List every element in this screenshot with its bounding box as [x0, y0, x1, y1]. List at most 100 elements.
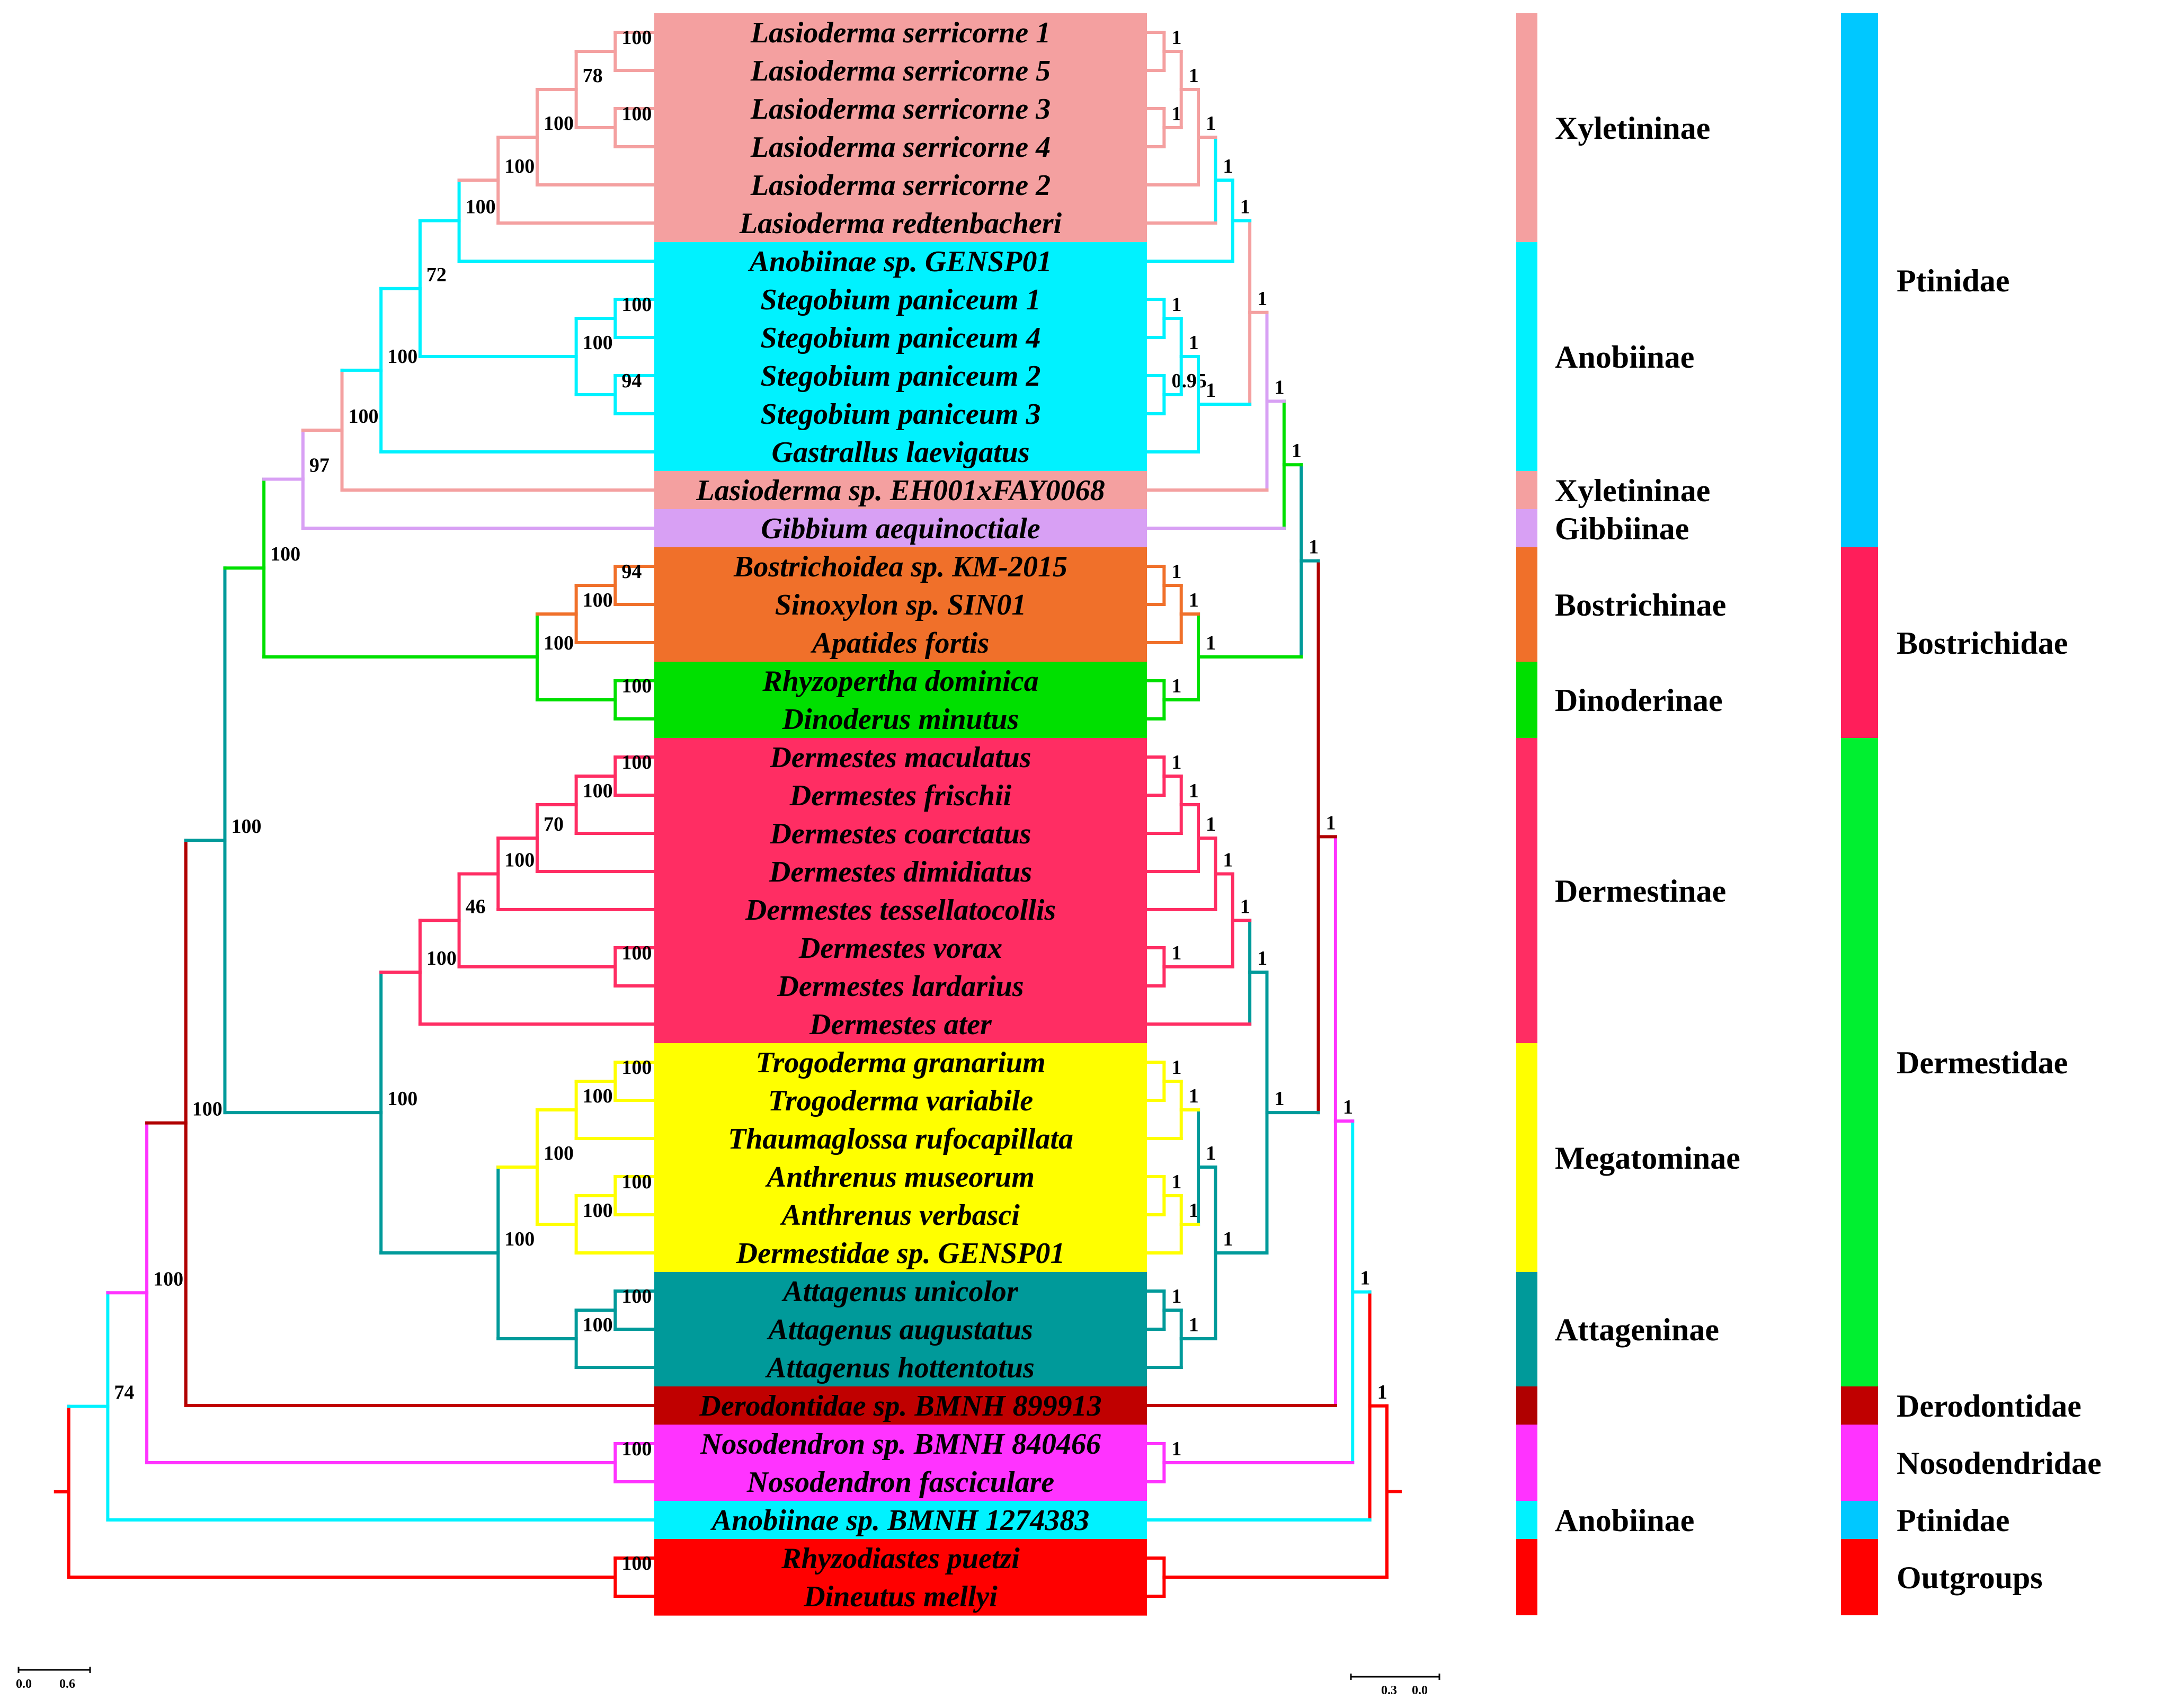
left-support-L14: 94	[621, 561, 642, 583]
sub-bar-segment-11	[1516, 1501, 1537, 1539]
taxon-box-t35	[654, 1310, 1147, 1349]
right-support-R20: 1	[1189, 780, 1199, 802]
taxon-box-t1	[654, 13, 1147, 52]
taxon-label-t36: Attagenus hottentotus	[765, 1351, 1035, 1384]
right-support-R18: 1	[1309, 536, 1319, 558]
taxon-box-t26	[654, 967, 1147, 1006]
left-node-L13: 97	[301, 428, 656, 530]
taxon-box-t9	[654, 318, 1147, 357]
left-node-L10: 72	[418, 219, 578, 358]
right-support-R32: 1	[1189, 1314, 1199, 1336]
taxon-box-t19	[654, 700, 1147, 739]
left-node-L21: 70	[535, 803, 656, 873]
taxon-label-t11: Stegobium paniceum 3	[761, 398, 1041, 431]
taxon-box-t21	[654, 776, 1147, 815]
taxon-label-t35: Attagenus augustatus	[767, 1313, 1033, 1346]
right-node-R13: 1	[1145, 399, 1302, 530]
left-support-L2: 100	[621, 103, 652, 125]
fam-bar-segment-1	[1841, 547, 1878, 738]
taxon-box-t31	[654, 1158, 1147, 1196]
right-node-R28: 1	[1145, 1171, 1181, 1216]
taxon-label-t1: Lasioderma serricorne 1	[750, 16, 1051, 49]
right-scale-label-start: 0.3	[1381, 1684, 1397, 1697]
left-node-L3: 78	[574, 50, 617, 129]
right-support-R37: 1	[1171, 1438, 1181, 1460]
left-support-L20: 100	[583, 780, 613, 802]
taxon-box-t18	[654, 662, 1147, 700]
taxon-label-t24: Dermestes tessellatocollis	[745, 894, 1056, 927]
sub-bar-segment-12	[1516, 1539, 1537, 1615]
sub-bar-segment-0	[1516, 13, 1537, 242]
right-support-R10: 1	[1240, 196, 1250, 218]
left-support-L38: 100	[153, 1268, 183, 1290]
right-support-R24: 1	[1240, 895, 1250, 918]
taxon-label-t40: Anobiinae sp. BMNH 1274383	[710, 1504, 1090, 1537]
right-support-R4: 1	[1206, 112, 1216, 135]
left-support-L39: 74	[114, 1382, 134, 1404]
left-node-L27: 100	[574, 1080, 656, 1140]
left-support-L19: 100	[621, 751, 652, 773]
right-support-R21: 1	[1206, 813, 1216, 835]
right-support-R15: 1	[1189, 589, 1199, 611]
right-node-R5: 1	[1145, 136, 1233, 225]
right-scale-bar: 0.3 0.0	[1350, 1674, 1440, 1697]
taxon-box-t13	[654, 471, 1147, 510]
sub-bar-segment-9	[1516, 1386, 1537, 1425]
fam-bar-segment-5	[1841, 1501, 1878, 1539]
left-support-L7: 100	[621, 293, 652, 316]
left-support-L10: 72	[426, 264, 447, 286]
left-node-L40: 100	[613, 1552, 656, 1598]
left-support-L18: 100	[270, 543, 300, 565]
left-scale-label-end: 0.6	[59, 1677, 75, 1691]
sub-bar-segment-10	[1516, 1425, 1537, 1501]
right-node-R37: 1	[1145, 1438, 1181, 1483]
taxon-box-t4	[654, 128, 1147, 166]
right-support-R6: 1	[1171, 293, 1181, 316]
taxon-label-t28: Trogoderma granarium	[755, 1046, 1045, 1079]
fam-bar-segment-2	[1841, 738, 1878, 1386]
taxon-label-t21: Dermestes frischii	[789, 779, 1012, 812]
left-ml-tree: 100 100 78 100 100 100 100 94 100 72 100 100 97 94 100…	[54, 26, 656, 1598]
right-support-R2: 1	[1171, 103, 1181, 125]
taxon-label-t12: Gastrallus laevigatus	[772, 436, 1030, 469]
right-support-R36: 1	[1343, 1096, 1353, 1118]
taxon-label-t10: Stegobium paniceum 2	[761, 360, 1041, 393]
right-support-R35: 1	[1326, 812, 1336, 834]
left-node-L1: 100	[613, 26, 656, 72]
sub-bar-segment-1	[1516, 242, 1537, 471]
taxon-box-t36	[654, 1348, 1147, 1387]
right-node-R40	[1145, 1556, 1166, 1598]
taxon-box-t41	[654, 1539, 1147, 1578]
taxon-box-t40	[654, 1501, 1147, 1540]
left-support-L23: 100	[621, 942, 652, 964]
left-support-L3: 78	[583, 65, 603, 87]
fam-bar-segment-6	[1841, 1539, 1878, 1615]
left-support-L13: 97	[309, 454, 330, 476]
left-support-L8: 94	[621, 370, 642, 392]
left-node-L8: 94	[613, 370, 656, 415]
taxon-label-t19: Dinoderus minutus	[782, 703, 1019, 736]
right-support-R22: 1	[1223, 849, 1233, 871]
left-node-L30: 100	[535, 1108, 578, 1226]
right-node-R26: 1	[1145, 1056, 1181, 1102]
left-node-L28: 100	[613, 1171, 656, 1216]
fam-bar-label-5: Ptinidae	[1897, 1503, 2009, 1538]
left-node-L41	[67, 1404, 617, 1579]
fam-bar-label-6: Outgroups	[1897, 1560, 2043, 1595]
taxon-box-t30	[654, 1119, 1147, 1158]
left-support-L36: 100	[192, 1098, 223, 1120]
taxon-label-t6: Lasioderma redtenbacheri	[739, 207, 1062, 240]
left-support-L16: 100	[621, 675, 652, 697]
sub-bar-label-1: Anobiinae	[1555, 340, 1694, 375]
right-support-R38: 1	[1360, 1267, 1370, 1289]
taxon-box-t27	[654, 1005, 1147, 1044]
taxon-box-t34	[654, 1272, 1147, 1311]
sub-bar-label-2: Xyletininae	[1555, 473, 1710, 508]
right-support-R7: 0.95	[1171, 370, 1207, 392]
taxon-label-t3: Lasioderma serricorne 3	[750, 93, 1051, 126]
left-support-L15: 100	[583, 589, 613, 611]
taxon-label-t9: Stegobium paniceum 4	[761, 322, 1041, 354]
taxon-labels: Lasioderma serricorne 1 Lasioderma serric…	[696, 16, 1105, 1613]
taxon-box-t22	[654, 814, 1147, 853]
